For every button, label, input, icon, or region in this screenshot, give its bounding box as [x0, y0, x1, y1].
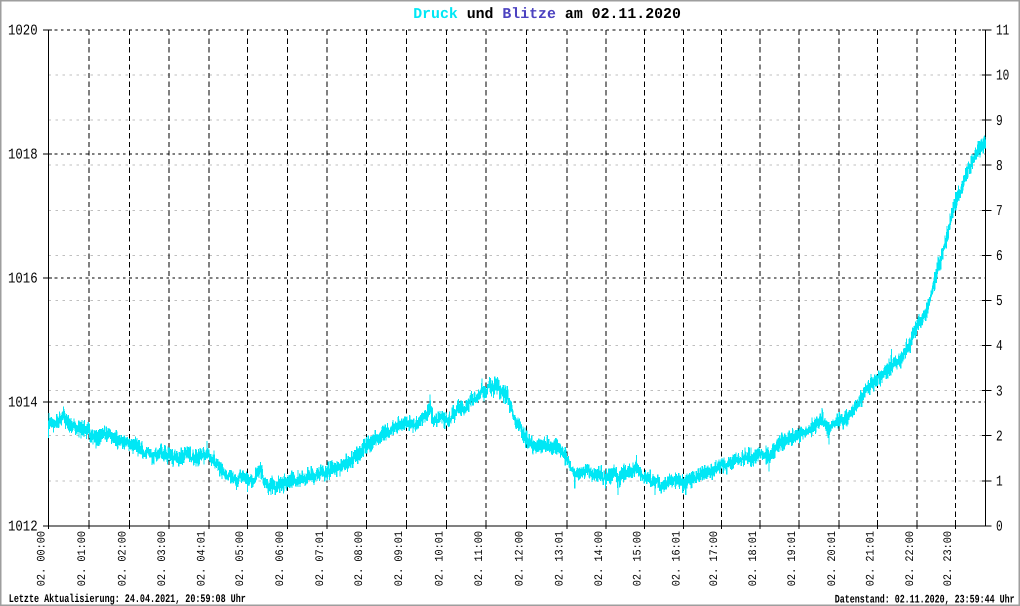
svg-text:und: und [467, 6, 494, 23]
svg-text:1018: 1018 [8, 147, 38, 164]
svg-text:02. 17:00: 02. 17:00 [708, 531, 721, 586]
svg-text:02. 16:01: 02. 16:01 [670, 531, 683, 586]
svg-text:2: 2 [996, 428, 1003, 445]
svg-text:02. 11:00: 02. 11:00 [473, 531, 486, 586]
svg-text:02. 01:00: 02. 01:00 [76, 531, 89, 586]
svg-text:02. 04:01: 02. 04:01 [196, 531, 209, 586]
svg-text:02. 18:01: 02. 18:01 [747, 531, 760, 586]
svg-text:02. 15:00: 02. 15:00 [632, 531, 645, 586]
svg-text:1012: 1012 [8, 519, 38, 536]
svg-text:02. 13:01: 02. 13:01 [554, 531, 567, 586]
svg-text:0: 0 [996, 519, 1003, 536]
svg-text:9: 9 [996, 113, 1003, 130]
svg-text:6: 6 [996, 248, 1003, 265]
svg-text:am 02.11.2020: am 02.11.2020 [565, 6, 681, 23]
svg-text:5: 5 [996, 293, 1003, 310]
svg-text:8: 8 [996, 158, 1003, 175]
svg-text:02. 14:00: 02. 14:00 [593, 531, 606, 586]
svg-text:02. 07:01: 02. 07:01 [314, 531, 327, 586]
svg-text:02. 02:00: 02. 02:00 [116, 531, 129, 586]
svg-text:02. 05:00: 02. 05:00 [234, 531, 247, 586]
svg-text:Letzte Aktualisierung: 24.04.2: Letzte Aktualisierung: 24.04.2021, 20:59… [9, 593, 246, 606]
svg-text:02. 00:00: 02. 00:00 [35, 531, 48, 586]
svg-text:3: 3 [996, 383, 1003, 400]
svg-text:7: 7 [996, 203, 1003, 220]
svg-text:02. 20:01: 02. 20:01 [826, 531, 839, 586]
svg-text:Datenstand: 02.11.2020, 23:59:: Datenstand: 02.11.2020, 23:59:44 Uhr [835, 593, 1015, 606]
svg-text:1020: 1020 [8, 23, 38, 40]
svg-text:4: 4 [996, 338, 1003, 355]
svg-text:02. 22:00: 02. 22:00 [904, 531, 917, 586]
svg-text:02. 08:00: 02. 08:00 [353, 531, 366, 586]
svg-text:02. 23:00: 02. 23:00 [942, 531, 955, 586]
svg-text:02. 10:01: 02. 10:01 [434, 531, 447, 586]
svg-text:02. 06:00: 02. 06:00 [274, 531, 287, 586]
svg-text:02. 09:01: 02. 09:01 [393, 531, 406, 586]
svg-text:02. 12:00: 02. 12:00 [513, 531, 526, 586]
svg-text:02. 03:00: 02. 03:00 [156, 531, 169, 586]
svg-text:Druck: Druck [413, 6, 458, 23]
svg-text:Blitze: Blitze [502, 6, 556, 23]
svg-text:1: 1 [996, 473, 1003, 490]
svg-text:1014: 1014 [8, 395, 38, 412]
svg-text:02. 19:01: 02. 19:01 [786, 531, 799, 586]
svg-text:1016: 1016 [8, 271, 38, 288]
svg-text:10: 10 [996, 68, 1009, 85]
svg-text:02. 21:01: 02. 21:01 [865, 531, 878, 586]
svg-text:11: 11 [996, 23, 1009, 40]
